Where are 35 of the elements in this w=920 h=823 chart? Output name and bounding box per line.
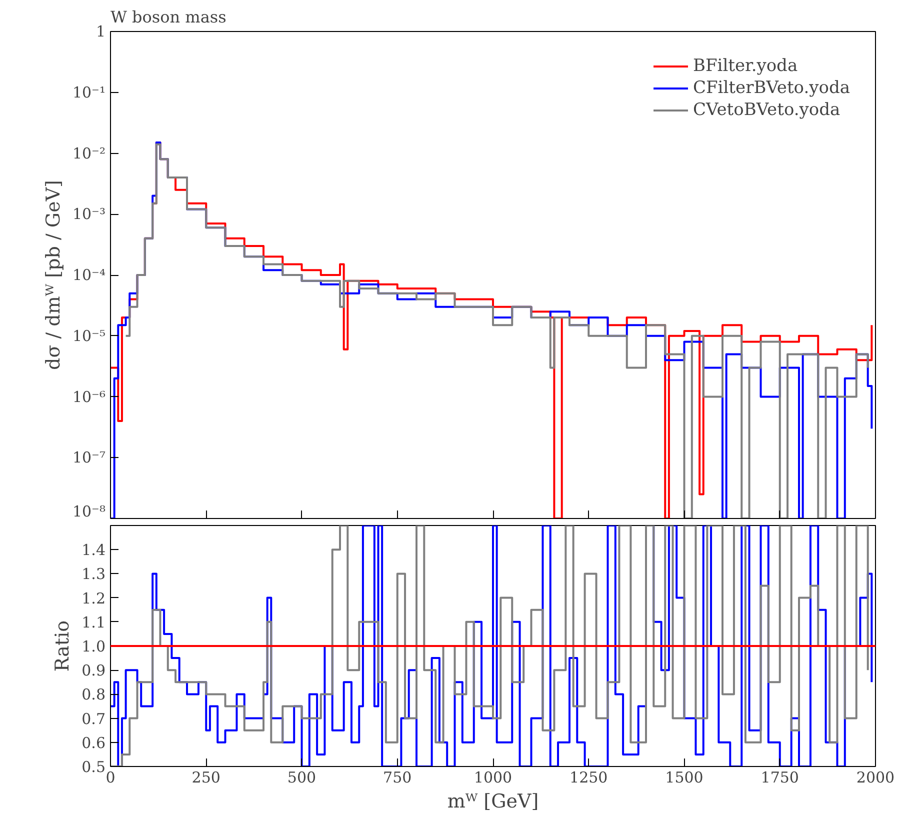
y-tick-label: 0.9 bbox=[82, 662, 106, 680]
y-axis-title: dσ / dmᵂ [pb / GeV] bbox=[42, 180, 64, 370]
y-tick-label: 0.6 bbox=[82, 734, 106, 752]
y-tick-label: 1 bbox=[96, 22, 106, 40]
x-tick-label: 1000 bbox=[474, 768, 512, 786]
y-tick-label: 0.8 bbox=[82, 686, 106, 704]
y-tick-label: 1.4 bbox=[82, 541, 106, 560]
x-tick-label: 1500 bbox=[665, 768, 704, 786]
y-tick-label: 10⁻⁴ bbox=[72, 266, 106, 284]
y-tick-label: 10⁻⁵ bbox=[72, 326, 106, 345]
chart-title: W boson mass bbox=[110, 8, 226, 26]
y-tick-label: 10⁻¹ bbox=[72, 83, 106, 102]
y-tick-label: 10⁻⁸ bbox=[72, 502, 106, 520]
y-tick-label: 1.0 bbox=[82, 638, 106, 656]
legend-label: BFilter.yoda bbox=[693, 56, 798, 76]
x-tick-label: 500 bbox=[287, 768, 316, 786]
legend-label: CFilterBVeto.yoda bbox=[693, 78, 850, 98]
x-tick-label: 1250 bbox=[570, 768, 608, 786]
y-tick-label: 10⁻⁷ bbox=[72, 448, 106, 467]
y-tick-label: 0.7 bbox=[82, 710, 106, 728]
legend-label: CVetoBVeto.yoda bbox=[693, 100, 840, 120]
y-tick-label: 10⁻⁶ bbox=[72, 388, 106, 406]
y-tick-label: 10⁻³ bbox=[72, 205, 106, 224]
y-tick-label: 1.3 bbox=[82, 565, 106, 584]
x-tick-label: 1750 bbox=[760, 768, 799, 786]
y-tick-label: 10⁻² bbox=[72, 144, 106, 162]
y-axis-title: Ratio bbox=[52, 620, 74, 672]
x-tick-label: 750 bbox=[383, 768, 412, 786]
x-axis-title: mᵂ [GeV] bbox=[447, 790, 539, 812]
y-tick-label: 0.5 bbox=[82, 758, 106, 776]
x-tick-label: 250 bbox=[192, 768, 220, 786]
y-tick-label: 1.1 bbox=[82, 613, 106, 632]
x-tick-label: 0 bbox=[106, 768, 116, 786]
y-tick-label: 1.2 bbox=[82, 589, 106, 608]
x-tick-label: 2000 bbox=[856, 768, 895, 786]
